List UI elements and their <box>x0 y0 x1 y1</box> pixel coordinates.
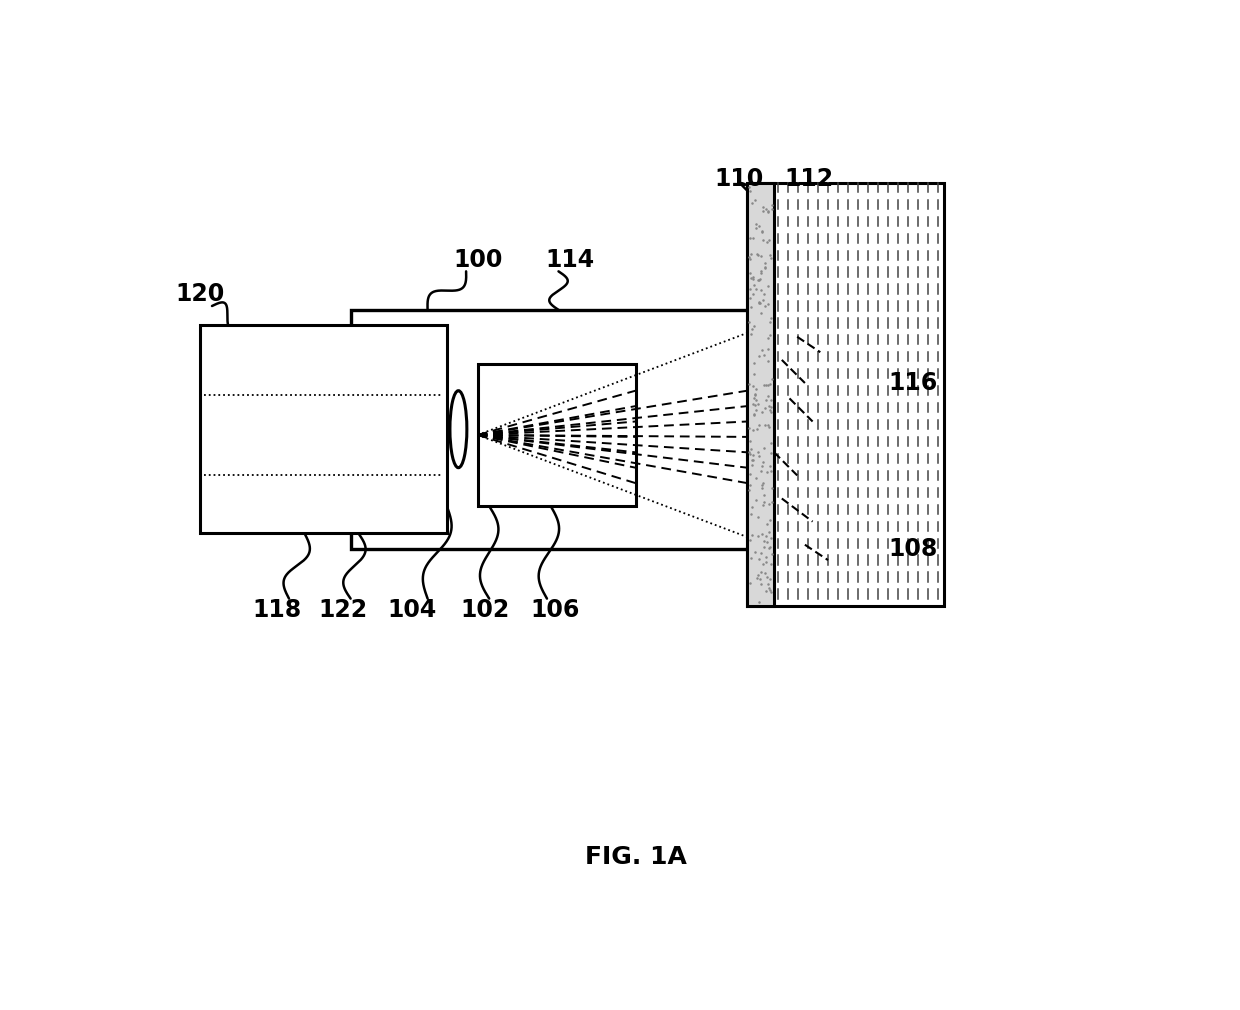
Text: 102: 102 <box>461 598 510 622</box>
Text: 114: 114 <box>546 247 595 272</box>
Text: 118: 118 <box>253 598 303 622</box>
Text: 108: 108 <box>888 536 937 561</box>
Text: 122: 122 <box>319 598 367 622</box>
Text: 106: 106 <box>529 598 579 622</box>
Bar <box>351 310 797 548</box>
Text: 116: 116 <box>888 371 937 395</box>
Bar <box>477 364 635 506</box>
Text: FIG. 1A: FIG. 1A <box>584 844 687 869</box>
Bar <box>201 325 446 533</box>
Text: 110: 110 <box>714 167 764 191</box>
Text: 104: 104 <box>388 598 436 622</box>
Bar <box>748 183 774 606</box>
Text: 100: 100 <box>453 247 502 272</box>
Bar <box>748 183 944 606</box>
Ellipse shape <box>450 391 467 468</box>
Text: 120: 120 <box>176 283 226 306</box>
Text: 112: 112 <box>784 167 833 191</box>
